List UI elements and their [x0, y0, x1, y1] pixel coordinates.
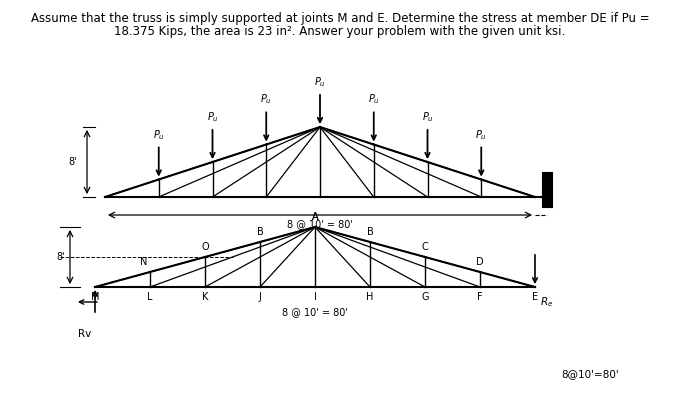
Text: A: A — [312, 212, 318, 222]
Text: $P_u$: $P_u$ — [368, 93, 380, 106]
Text: N: N — [140, 257, 148, 267]
Text: A: A — [312, 212, 318, 222]
Text: L: L — [147, 292, 153, 302]
Text: B: B — [257, 227, 264, 237]
Text: H: H — [366, 292, 374, 302]
Text: M: M — [91, 292, 99, 302]
Text: F: F — [477, 292, 483, 302]
Text: B: B — [366, 227, 373, 237]
Text: D: D — [476, 257, 484, 267]
Text: G: G — [422, 292, 429, 302]
Text: K: K — [202, 292, 208, 302]
Text: E: E — [532, 292, 538, 302]
Text: $P_u$: $P_u$ — [206, 110, 219, 124]
Text: $P_u$: $P_u$ — [314, 75, 326, 89]
Text: 8': 8' — [68, 157, 77, 167]
Text: 8': 8' — [57, 252, 65, 262]
Text: 8@10'=80': 8@10'=80' — [561, 369, 619, 379]
Text: Assume that the truss is simply supported at joints M and E. Determine the stres: Assume that the truss is simply supporte… — [31, 12, 649, 25]
Text: 18.375 Kips, the area is 23 in². Answer your problem with the given unit ksi.: 18.375 Kips, the area is 23 in². Answer … — [114, 25, 566, 38]
Text: O: O — [201, 242, 209, 252]
Text: $P_u$: $P_u$ — [422, 110, 433, 124]
Text: I: I — [313, 292, 317, 302]
Text: 8 @ 10' = 80': 8 @ 10' = 80' — [287, 219, 353, 229]
Text: $P_u$: $P_u$ — [153, 128, 165, 141]
Text: C: C — [422, 242, 428, 252]
Text: $P_u$: $P_u$ — [475, 128, 487, 141]
Text: J: J — [259, 292, 262, 302]
Text: 8 @ 10' = 80': 8 @ 10' = 80' — [282, 307, 348, 317]
Text: $P_u$: $P_u$ — [260, 93, 272, 106]
Text: $R_e$: $R_e$ — [540, 295, 554, 309]
Text: Rv: Rv — [78, 329, 92, 339]
